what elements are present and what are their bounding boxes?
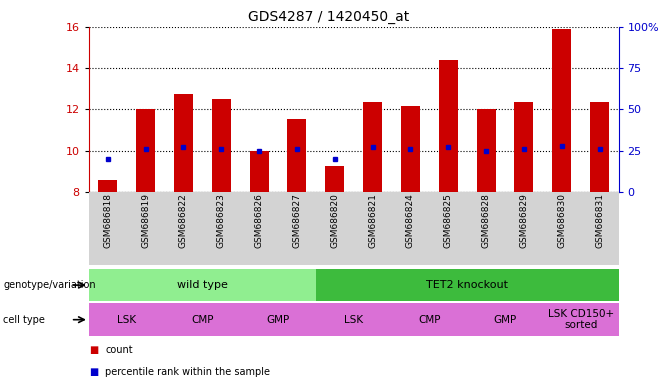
Text: GSM686822: GSM686822 — [179, 194, 188, 248]
Text: GSM686831: GSM686831 — [595, 194, 604, 248]
Text: TET2 knockout: TET2 knockout — [426, 280, 508, 290]
Bar — [543, 303, 619, 336]
Text: genotype/variation: genotype/variation — [3, 280, 96, 290]
Bar — [543, 192, 580, 265]
Text: GSM686825: GSM686825 — [443, 194, 453, 248]
Bar — [249, 151, 268, 192]
Text: GSM686820: GSM686820 — [330, 194, 340, 248]
Text: percentile rank within the sample: percentile rank within the sample — [105, 367, 270, 377]
Text: GSM686824: GSM686824 — [406, 194, 415, 248]
Bar — [174, 94, 193, 192]
Bar — [202, 192, 240, 265]
Bar — [467, 192, 505, 265]
Bar — [552, 29, 571, 192]
Text: GDS4287 / 1420450_at: GDS4287 / 1420450_at — [248, 10, 410, 23]
Bar — [136, 109, 155, 192]
Text: CMP: CMP — [191, 314, 214, 325]
Bar — [505, 192, 543, 265]
Bar — [392, 303, 467, 336]
Text: GMP: GMP — [494, 314, 517, 325]
Text: GSM686827: GSM686827 — [292, 194, 301, 248]
Text: GSM686829: GSM686829 — [519, 194, 528, 248]
Text: GMP: GMP — [266, 314, 290, 325]
Bar — [98, 180, 117, 192]
Bar — [439, 60, 458, 192]
Bar — [401, 106, 420, 192]
Bar — [467, 303, 543, 336]
Bar — [476, 109, 495, 192]
Text: LSK: LSK — [117, 314, 136, 325]
Bar — [580, 192, 619, 265]
Bar — [515, 102, 534, 192]
Text: LSK CD150+
sorted: LSK CD150+ sorted — [547, 309, 614, 331]
Bar — [288, 119, 307, 192]
Bar — [316, 269, 619, 301]
Bar — [354, 192, 392, 265]
Text: GSM686828: GSM686828 — [482, 194, 491, 248]
Bar — [164, 192, 202, 265]
Text: GSM686819: GSM686819 — [141, 194, 150, 248]
Bar — [89, 303, 164, 336]
Bar — [590, 102, 609, 192]
Text: cell type: cell type — [3, 314, 45, 325]
Text: GSM686826: GSM686826 — [255, 194, 264, 248]
Bar — [316, 303, 392, 336]
Bar — [325, 166, 344, 192]
Bar — [392, 192, 429, 265]
Bar — [278, 192, 316, 265]
Bar — [240, 303, 316, 336]
Bar — [89, 269, 316, 301]
Text: GSM686830: GSM686830 — [557, 194, 567, 248]
Text: ■: ■ — [89, 345, 98, 355]
Bar — [164, 303, 240, 336]
Text: GSM686823: GSM686823 — [216, 194, 226, 248]
Text: ■: ■ — [89, 367, 98, 377]
Text: wild type: wild type — [177, 280, 228, 290]
Bar — [429, 192, 467, 265]
Text: GSM686821: GSM686821 — [368, 194, 377, 248]
Bar — [363, 102, 382, 192]
Text: CMP: CMP — [418, 314, 441, 325]
Text: GSM686818: GSM686818 — [103, 194, 113, 248]
Bar — [89, 192, 126, 265]
Bar — [126, 192, 164, 265]
Bar — [316, 192, 354, 265]
Bar — [212, 99, 231, 192]
Bar — [240, 192, 278, 265]
Text: count: count — [105, 345, 133, 355]
Text: LSK: LSK — [344, 314, 363, 325]
